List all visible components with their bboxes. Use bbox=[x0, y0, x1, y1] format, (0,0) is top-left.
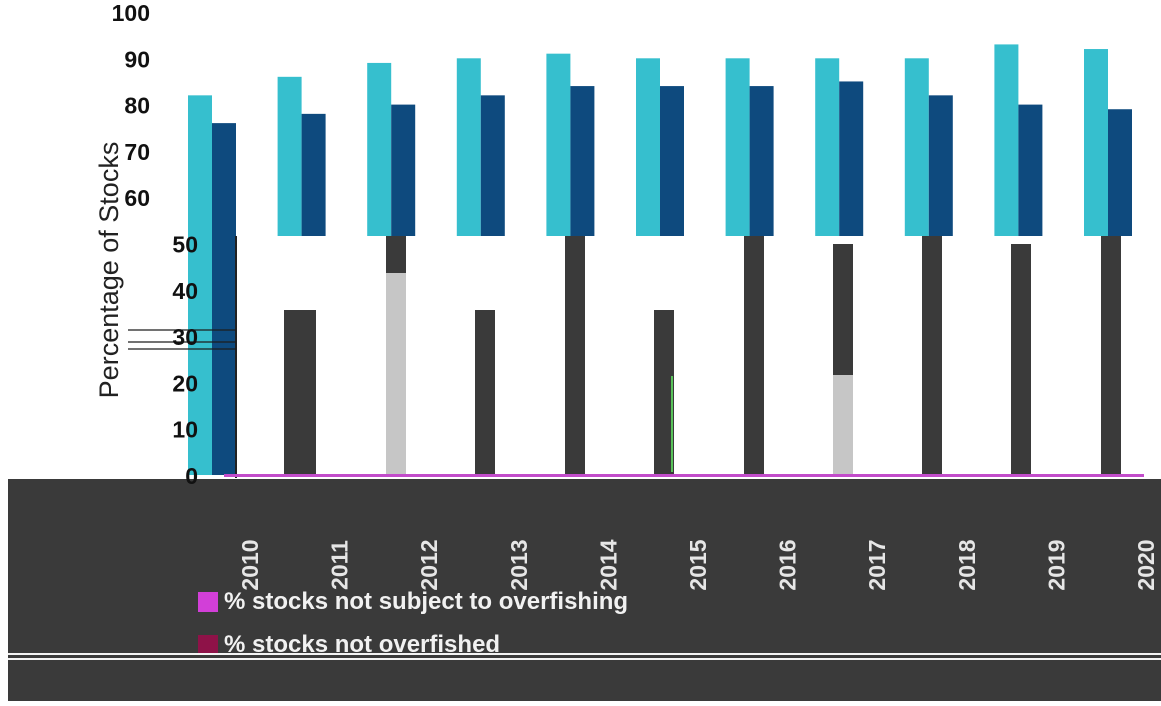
legend-label-0: % stocks not subject to overfishing bbox=[224, 588, 628, 615]
y-tick-100: 100 bbox=[112, 0, 150, 26]
x-tick-2014: 2014 bbox=[595, 539, 621, 590]
y-tick-40: 40 bbox=[172, 278, 198, 304]
y-tick-60: 60 bbox=[124, 185, 150, 211]
x-tick-2011: 2011 bbox=[327, 540, 353, 590]
x-tick-2015: 2015 bbox=[685, 539, 711, 590]
y-tick-30: 30 bbox=[172, 324, 198, 350]
baseline-layer bbox=[224, 474, 1144, 477]
overlay-light-bar bbox=[833, 375, 853, 475]
dark-footer-band bbox=[8, 479, 1161, 701]
overlay-dark-bar bbox=[922, 236, 942, 475]
overlay-dark-bar bbox=[565, 236, 585, 475]
y-tick-80: 80 bbox=[124, 93, 150, 119]
overlay-dark-bar bbox=[654, 310, 674, 475]
overlay-panel bbox=[238, 236, 1138, 476]
legend: % stocks not subject to overfishing% sto… bbox=[8, 588, 1161, 660]
lower-overlay bbox=[235, 236, 1138, 478]
bar-2010-not-subject bbox=[188, 95, 212, 475]
y-tick-10: 10 bbox=[172, 417, 198, 443]
y-axis-title: Percentage of Stocks bbox=[94, 142, 124, 399]
legend-swatch-1 bbox=[198, 635, 218, 655]
x-tick-2019: 2019 bbox=[1043, 539, 1069, 590]
overlay-dark-bar bbox=[1101, 236, 1121, 475]
overlay-dark-bar bbox=[1011, 244, 1031, 475]
x-tick-2010: 2010 bbox=[237, 539, 263, 590]
x-tick-2012: 2012 bbox=[416, 539, 442, 590]
x-axis-labels: 2010 2011 2012 2013 2014 2015 2016 2017 2018 2019… bbox=[237, 539, 1159, 590]
x-tick-2018: 2018 bbox=[954, 539, 980, 590]
y-tick-90: 90 bbox=[124, 46, 150, 72]
axis-layer: 0 10 20 30 40 50 60 70 80 90 100 bbox=[112, 0, 198, 489]
x-tick-2017: 2017 bbox=[864, 539, 890, 590]
y-tick-50: 50 bbox=[172, 232, 198, 258]
baseline-strip bbox=[224, 474, 1144, 477]
y-tick-0: 0 bbox=[185, 463, 198, 489]
bar-2010-not-overfished bbox=[212, 123, 236, 476]
overlay-dark-bar bbox=[284, 310, 316, 475]
overlay-dark-bar bbox=[475, 310, 495, 475]
artifact-layer bbox=[128, 236, 1121, 475]
y-tick-70: 70 bbox=[124, 139, 150, 165]
x-tick-2020: 2020 bbox=[1133, 539, 1159, 590]
x-tick-2013: 2013 bbox=[506, 539, 532, 590]
overlay-dark-bar bbox=[744, 236, 764, 475]
overlay-light-bar bbox=[386, 273, 406, 475]
x-tick-2016: 2016 bbox=[775, 539, 801, 590]
legend-swatch-0 bbox=[198, 592, 218, 612]
y-tick-20: 20 bbox=[172, 370, 198, 396]
